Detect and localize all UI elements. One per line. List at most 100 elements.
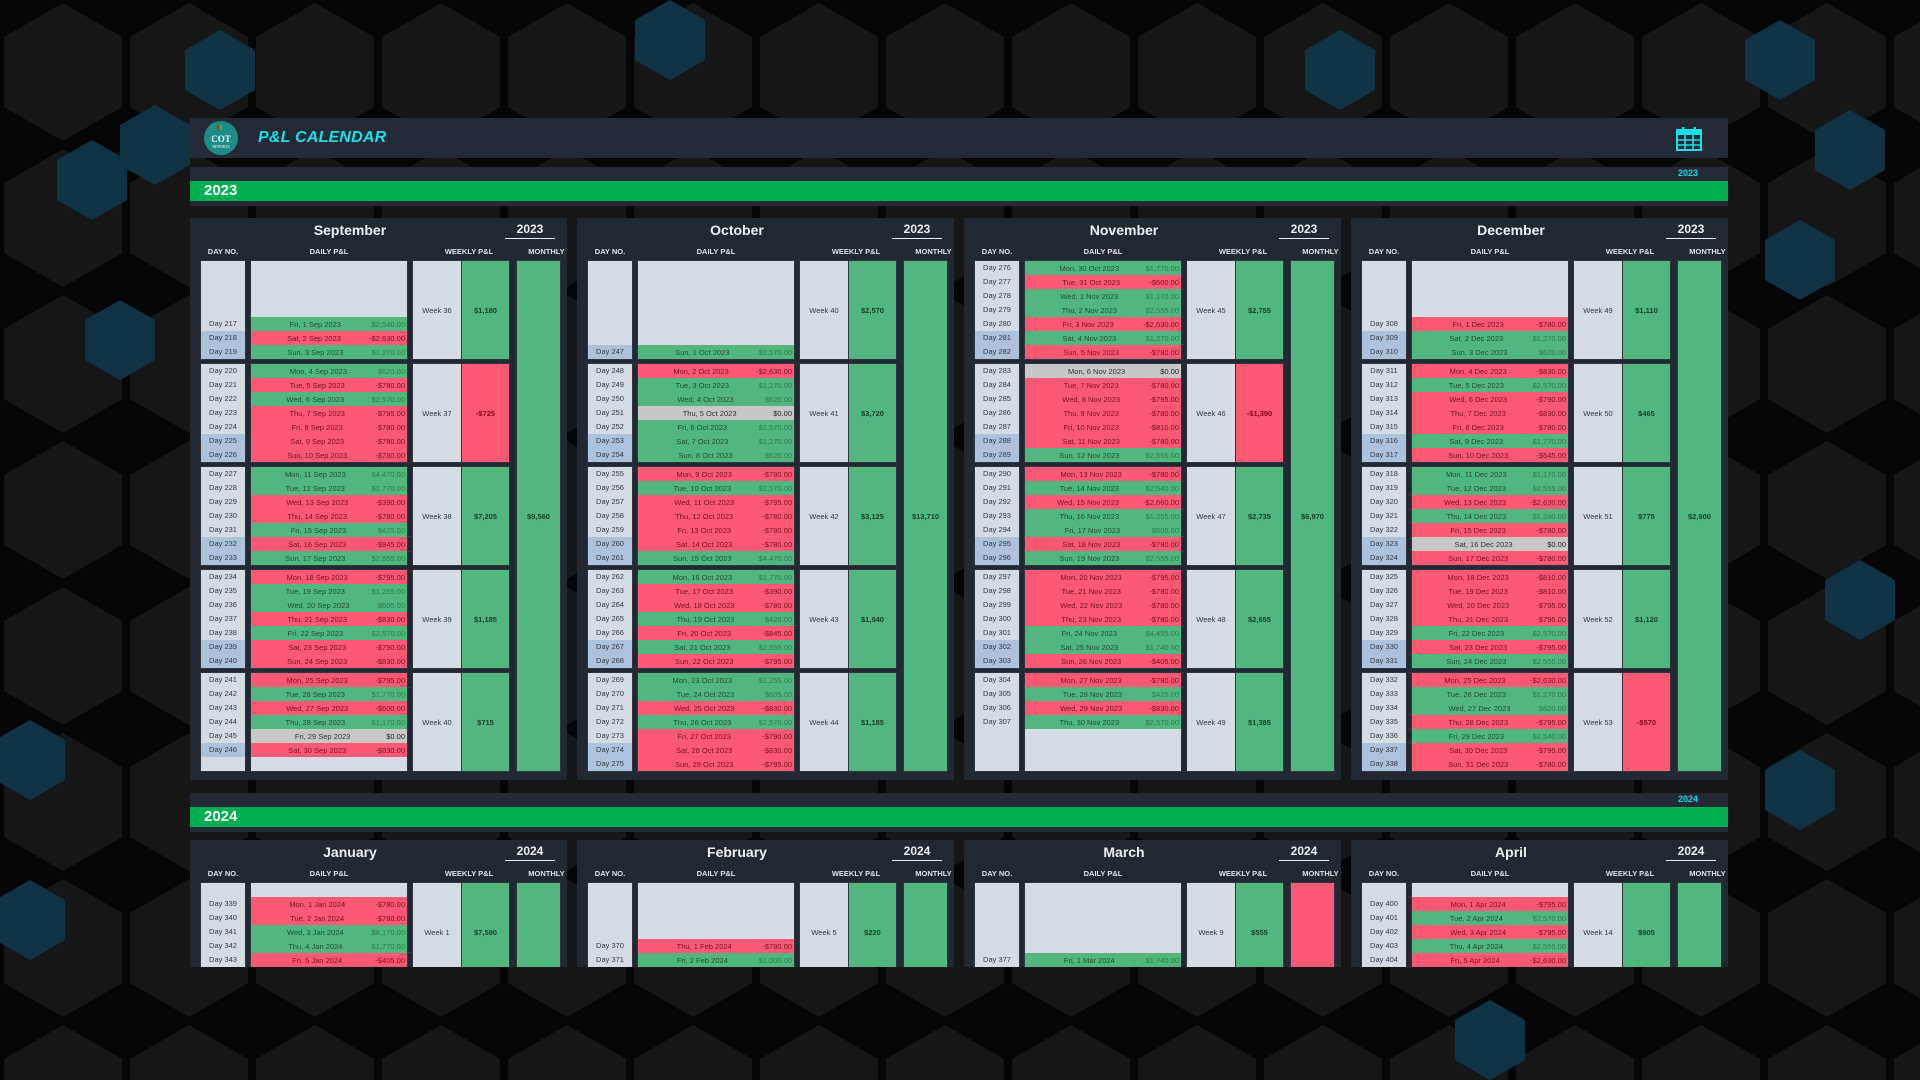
daily-pl-cell[interactable]: Fri, 27 Oct 2023 -$790.00 [638,729,794,743]
daily-pl-cell[interactable]: Sun, 26 Nov 2023 -$405.00 [1025,654,1181,668]
daily-pl-cell[interactable]: Fri, 22 Dec 2023 $2,570.00 [1412,626,1568,640]
daily-pl-cell[interactable]: Fri, 6 Oct 2023 $2,570.00 [638,420,794,434]
daily-pl-cell[interactable]: Fri, 22 Sep 2023 $2,570.00 [251,626,407,640]
daily-pl-cell[interactable]: Sun, 24 Sep 2023 -$830.00 [251,654,407,668]
weekly-pl-value[interactable]: $555 [1236,882,1284,967]
daily-pl-cell[interactable]: Thu, 7 Dec 2023 -$830.00 [1412,406,1568,420]
weekly-pl-value[interactable]: $3,720 [849,363,897,463]
daily-pl-cell[interactable]: Wed, 27 Dec 2023 $620.00 [1412,701,1568,715]
cot-reports-logo[interactable]: COT REPORTS [204,121,238,155]
daily-pl-cell[interactable]: Thu, 16 Nov 2023 $1,255.00 [1025,509,1181,523]
daily-pl-cell[interactable]: Tue, 7 Nov 2023 -$780.00 [1025,378,1181,392]
daily-pl-cell[interactable]: Fri, 13 Oct 2023 -$780.00 [638,523,794,537]
weekly-pl-value[interactable]: $2,755 [1236,260,1284,360]
daily-pl-cell[interactable]: Tue, 26 Dec 2023 $1,270.00 [1412,687,1568,701]
daily-pl-cell[interactable]: Sat, 9 Sep 2023 -$780.00 [251,434,407,448]
weekly-pl-value[interactable]: -$1,390 [1236,363,1284,463]
daily-pl-cell[interactable]: Tue, 12 Dec 2023 $2,555.00 [1412,481,1568,495]
daily-pl-cell[interactable]: Thu, 7 Sep 2023 -$795.00 [251,406,407,420]
daily-pl-cell[interactable]: Mon, 6 Nov 2023 $0.00 [1025,364,1181,378]
daily-pl-cell[interactable]: Mon, 25 Sep 2023 -$795.00 [251,673,407,687]
monthly-pl-value[interactable] [1677,882,1722,967]
weekly-pl-value[interactable]: $1,120 [1623,569,1671,669]
daily-pl-cell[interactable]: Sat, 14 Oct 2023 -$780.00 [638,537,794,551]
daily-pl-cell[interactable]: Sun, 12 Nov 2023 $2,555.00 [1025,448,1181,462]
daily-pl-cell[interactable]: Sat, 28 Oct 2023 -$830.00 [638,743,794,757]
daily-pl-cell[interactable]: Sat, 11 Nov 2023 -$780.00 [1025,434,1181,448]
monthly-pl-value[interactable] [903,882,948,967]
daily-pl-cell[interactable]: Wed, 20 Dec 2023 -$795.00 [1412,598,1568,612]
monthly-pl-value[interactable]: $9,560 [516,260,561,772]
weekly-pl-value[interactable]: $2,655 [1236,569,1284,669]
daily-pl-cell[interactable]: Mon, 18 Sep 2023 -$795.00 [251,570,407,584]
daily-pl-cell[interactable]: Thu, 14 Sep 2023 -$780.00 [251,509,407,523]
daily-pl-cell[interactable]: Mon, 2 Oct 2023 -$2,630.00 [638,364,794,378]
weekly-pl-value[interactable]: $2,735 [1236,466,1284,566]
daily-pl-cell[interactable]: Fri, 5 Jan 2024 -$405.00 [251,953,407,967]
weekly-pl-value[interactable]: $1,385 [1236,672,1284,772]
daily-pl-cell[interactable]: Fri, 3 Nov 2023 -$2,630.00 [1025,317,1181,331]
daily-pl-cell[interactable]: Sun, 29 Oct 2023 -$795.00 [638,757,794,771]
weekly-pl-value[interactable]: $7,205 [462,466,510,566]
daily-pl-cell[interactable]: Sat, 23 Sep 2023 -$790.00 [251,640,407,654]
daily-pl-cell[interactable]: Fri, 1 Mar 2024 $1,740.00 [1025,953,1181,967]
daily-pl-cell[interactable]: Sat, 18 Nov 2023 -$780.00 [1025,537,1181,551]
daily-pl-cell[interactable]: Sun, 22 Oct 2023 -$795.00 [638,654,794,668]
daily-pl-cell[interactable]: Thu, 21 Sep 2023 -$830.00 [251,612,407,626]
weekly-pl-value[interactable]: $905 [1623,882,1671,967]
daily-pl-cell[interactable]: Sat, 23 Dec 2023 -$795.00 [1412,640,1568,654]
monthly-pl-value[interactable] [516,882,561,967]
daily-pl-cell[interactable]: Tue, 31 Oct 2023 -$600.00 [1025,275,1181,289]
daily-pl-cell[interactable]: Thu, 28 Sep 2023 $1,170.00 [251,715,407,729]
daily-pl-cell[interactable]: Mon, 27 Nov 2023 -$780.00 [1025,673,1181,687]
weekly-pl-value[interactable]: $3,125 [849,466,897,566]
daily-pl-cell[interactable]: Fri, 20 Oct 2023 -$845.00 [638,626,794,640]
daily-pl-cell[interactable]: Mon, 11 Sep 2023 $4,470.00 [251,467,407,481]
daily-pl-cell[interactable]: Mon, 23 Oct 2023 $1,255.00 [638,673,794,687]
monthly-pl-value[interactable]: $6,970 [1290,260,1335,772]
daily-pl-cell[interactable]: Sun, 8 Oct 2023 $620.00 [638,448,794,462]
daily-pl-cell[interactable]: Sun, 3 Dec 2023 $620.00 [1412,345,1568,359]
daily-pl-cell[interactable]: Thu, 23 Nov 2023 -$780.00 [1025,612,1181,626]
daily-pl-cell[interactable]: Wed, 18 Oct 2023 -$780.00 [638,598,794,612]
daily-pl-cell[interactable]: Sun, 24 Dec 2023 $2,555.00 [1412,654,1568,668]
daily-pl-cell[interactable]: Wed, 8 Nov 2023 -$795.00 [1025,392,1181,406]
weekly-pl-value[interactable]: $1,185 [462,569,510,669]
daily-pl-cell[interactable]: Fri, 15 Dec 2023 -$780.00 [1412,523,1568,537]
daily-pl-cell[interactable]: Fri, 29 Sep 2023 $0.00 [251,729,407,743]
daily-pl-cell[interactable]: Thu, 14 Dec 2023 $1,240.00 [1412,509,1568,523]
daily-pl-cell[interactable]: Thu, 19 Oct 2023 $425.00 [638,612,794,626]
daily-pl-cell[interactable]: Sat, 25 Nov 2023 $1,740.00 [1025,640,1181,654]
daily-pl-cell[interactable]: Sat, 9 Dec 2023 $1,770.00 [1412,434,1568,448]
daily-pl-cell[interactable]: Sun, 1 Oct 2023 $2,570.00 [638,345,794,359]
daily-pl-cell[interactable]: Thu, 28 Dec 2023 -$795.00 [1412,715,1568,729]
weekly-pl-value[interactable]: $465 [1623,363,1671,463]
daily-pl-cell[interactable]: Fri, 24 Nov 2023 $4,455.00 [1025,626,1181,640]
daily-pl-cell[interactable]: Fri, 1 Sep 2023 $2,540.00 [251,317,407,331]
daily-pl-cell[interactable]: Sat, 30 Sep 2023 -$830.00 [251,743,407,757]
daily-pl-cell[interactable]: Tue, 26 Sep 2023 $1,770.00 [251,687,407,701]
monthly-pl-value[interactable]: $13,710 [903,260,948,772]
daily-pl-cell[interactable]: Fri, 5 Apr 2024 -$2,630.00 [1412,953,1568,967]
daily-pl-cell[interactable]: Tue, 17 Oct 2023 -$390.00 [638,584,794,598]
daily-pl-cell[interactable]: Mon, 11 Dec 2023 $1,170.00 [1412,467,1568,481]
daily-pl-cell[interactable]: Thu, 5 Oct 2023 $0.00 [638,406,794,420]
daily-pl-cell[interactable]: Tue, 14 Nov 2023 $2,540.00 [1025,481,1181,495]
daily-pl-cell[interactable]: Fri, 15 Sep 2023 $425.00 [251,523,407,537]
daily-pl-cell[interactable]: Wed, 4 Oct 2023 $620.00 [638,392,794,406]
daily-pl-cell[interactable]: Tue, 2 Apr 2024 $2,570.00 [1412,911,1568,925]
daily-pl-cell[interactable]: Mon, 18 Dec 2023 -$810.00 [1412,570,1568,584]
weekly-pl-value[interactable]: $7,590 [462,882,510,967]
daily-pl-cell[interactable]: Wed, 27 Sep 2023 -$600.00 [251,701,407,715]
daily-pl-cell[interactable]: Thu, 30 Nov 2023 $2,570.00 [1025,715,1181,729]
daily-pl-cell[interactable]: Sat, 16 Sep 2023 -$845.00 [251,537,407,551]
daily-pl-cell[interactable]: Sun, 5 Nov 2023 -$780.00 [1025,345,1181,359]
daily-pl-cell[interactable]: Wed, 29 Nov 2023 -$830.00 [1025,701,1181,715]
weekly-pl-value[interactable]: $775 [1623,466,1671,566]
daily-pl-cell[interactable]: Thu, 21 Dec 2023 -$795.00 [1412,612,1568,626]
weekly-pl-value[interactable]: $2,570 [849,260,897,360]
daily-pl-cell[interactable]: Thu, 26 Oct 2023 $2,570.00 [638,715,794,729]
weekly-pl-value[interactable]: $1,940 [849,569,897,669]
daily-pl-cell[interactable]: Mon, 13 Nov 2023 -$780.00 [1025,467,1181,481]
daily-pl-cell[interactable]: Wed, 3 Apr 2024 -$795.00 [1412,925,1568,939]
